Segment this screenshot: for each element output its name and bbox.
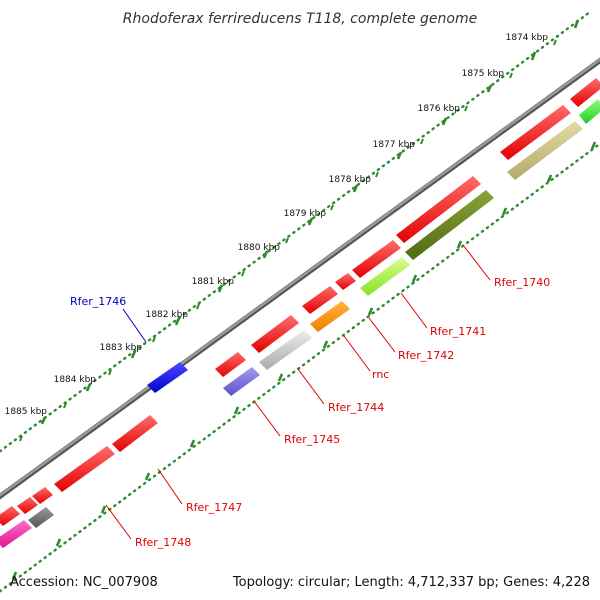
scale-label: 1883 kbp <box>100 343 143 353</box>
gene-arrow[interactable] <box>259 330 312 370</box>
gene-label-rfer-1741[interactable]: Rfer_1741 <box>430 325 486 338</box>
gene-arrow[interactable] <box>352 240 401 278</box>
gene-arrow[interactable] <box>396 176 481 243</box>
gene-arrow[interactable] <box>0 520 32 548</box>
gene-arrow[interactable] <box>360 257 410 296</box>
gene-arrow[interactable] <box>310 301 350 332</box>
scale-label: 1878 kbp <box>329 175 372 185</box>
gene-arrow-rfer-1746[interactable] <box>147 362 188 393</box>
gene-arrow[interactable] <box>500 105 571 160</box>
gene-arrow[interactable] <box>579 99 600 124</box>
gene-label-rfer-1747[interactable]: Rfer_1747 <box>186 501 242 514</box>
gene-label-rnc[interactable]: rnc <box>372 368 389 381</box>
scale-label: 1875 kbp <box>462 69 505 79</box>
outer-scale-dots <box>0 10 592 453</box>
gene-arrow[interactable] <box>54 446 115 492</box>
gene-arrow[interactable] <box>507 121 583 180</box>
accession-text: Accession: NC_007908 <box>10 575 158 590</box>
gene-arrow[interactable] <box>223 367 260 396</box>
map-title: Rhodoferax ferrireducens T118, complete … <box>123 11 477 27</box>
gene-arrow[interactable] <box>251 315 299 353</box>
reverse-strand-genes <box>0 99 600 548</box>
gene-arrow[interactable] <box>0 506 20 526</box>
scale-label: 1880 kbp <box>238 243 281 253</box>
gene-label-rfer-1746[interactable]: Rfer_1746 <box>70 295 126 308</box>
label-leaders <box>105 244 491 540</box>
gene-arrow[interactable] <box>215 352 246 377</box>
outer-scale-minor-ticks <box>19 39 557 442</box>
inner-scale-ticks <box>11 141 597 580</box>
outer-scale-ticks <box>40 19 580 425</box>
genome-summary-text: Topology: circular; Length: 4,712,337 bp… <box>232 575 590 590</box>
inner-scale-dots <box>0 142 600 593</box>
gene-label-rfer-1740[interactable]: Rfer_1740 <box>494 276 550 289</box>
gene-labels: Rfer_1740 Rfer_1741 Rfer_1742 rnc Rfer_1… <box>70 276 550 549</box>
scale-label: 1879 kbp <box>284 209 327 219</box>
gene-label-rfer-1745[interactable]: Rfer_1745 <box>284 433 340 446</box>
gene-arrow[interactable] <box>32 487 53 504</box>
scale-label: 1876 kbp <box>418 104 461 114</box>
gene-arrow[interactable] <box>570 78 600 107</box>
forward-strand-genes <box>0 78 600 526</box>
genome-backbone-highlight <box>0 58 600 497</box>
gene-arrow[interactable] <box>335 273 356 290</box>
scale-labels: 1874 kbp 1875 kbp 1876 kbp 1877 kbp 1878… <box>5 33 549 417</box>
gene-label-rfer-1744[interactable]: Rfer_1744 <box>328 401 384 414</box>
gene-arrow[interactable] <box>28 507 54 528</box>
scale-label: 1884 kbp <box>54 375 97 385</box>
gene-arrow[interactable] <box>302 286 338 314</box>
gene-arrow[interactable] <box>17 497 38 514</box>
gene-arrow[interactable] <box>112 415 158 452</box>
gene-label-rfer-1742[interactable]: Rfer_1742 <box>398 349 454 362</box>
scale-label: 1885 kbp <box>5 407 48 417</box>
scale-label: 1877 kbp <box>373 140 416 150</box>
gene-label-rfer-1748[interactable]: Rfer_1748 <box>135 536 191 549</box>
scale-label: 1882 kbp <box>146 310 189 320</box>
scale-label: 1881 kbp <box>192 277 235 287</box>
gene-arrow[interactable] <box>405 190 494 260</box>
scale-label: 1874 kbp <box>506 33 549 43</box>
